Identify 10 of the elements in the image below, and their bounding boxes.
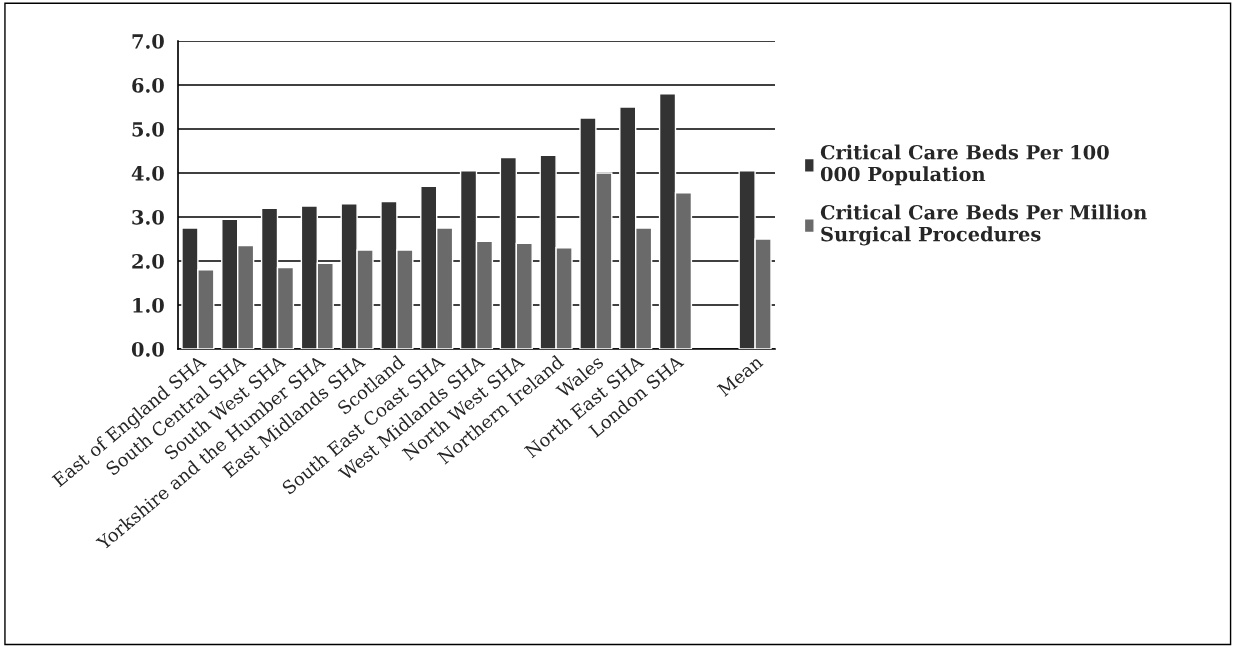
y-tick-label: 0.0 (131, 341, 164, 357)
y-tick-label: 1.0 (133, 297, 164, 313)
legend-label: Critical Care Beds Per Million Surgical Procedures (820, 204, 1147, 246)
y-tick-label: 5.0 (132, 121, 164, 137)
y-tick-label: 6.0 (132, 77, 164, 93)
y-tick-label: 2.0 (132, 253, 164, 269)
y-tick-label: 7.0 (132, 33, 164, 49)
y-tick-label: 4.0 (131, 165, 164, 181)
legend-label: Critical Care Beds Per 100 000 Population (820, 144, 1109, 186)
y-tick-label: 3.0 (132, 209, 164, 225)
